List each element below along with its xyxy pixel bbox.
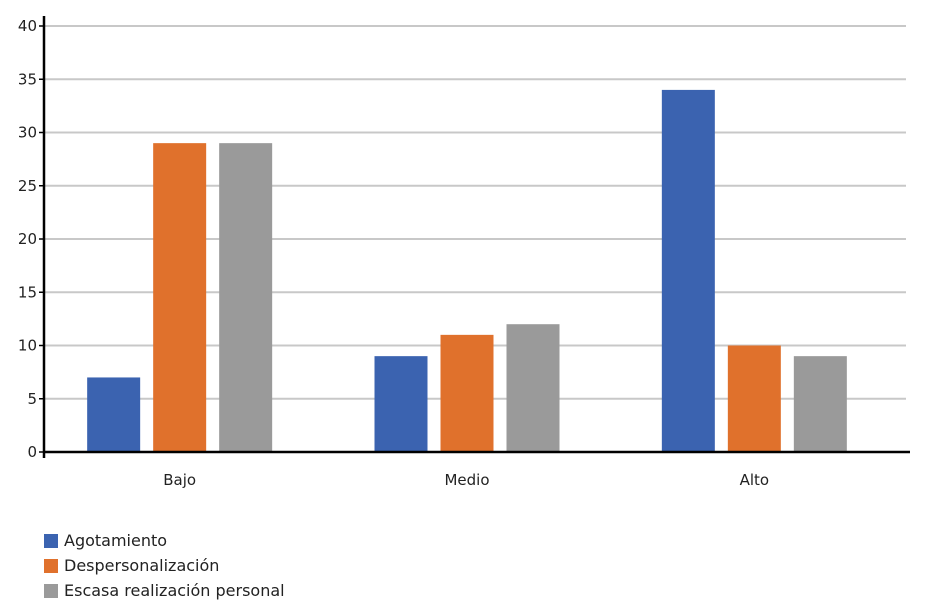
- bar-bajo-series-0: [87, 377, 141, 452]
- y-tick-label: 30: [18, 124, 37, 142]
- bar-medio-series-1: [440, 334, 494, 452]
- bar-bajo-series-1: [153, 143, 207, 452]
- y-tick-label: 40: [18, 17, 37, 35]
- legend-label: Despersonalización: [64, 556, 220, 575]
- legend-swatch: [44, 533, 58, 548]
- y-tick-label: 15: [18, 283, 37, 301]
- y-tick-label: 25: [18, 177, 37, 195]
- y-tick-label: 35: [18, 70, 37, 88]
- bar-bajo-series-2: [219, 143, 273, 452]
- labels-layer: 0 5 10 15 20 25 30 35 40 Bajo Medio Alto: [18, 17, 769, 489]
- x-category-label: Medio: [444, 471, 489, 489]
- y-tick-label: 20: [18, 230, 37, 248]
- y-tick-label: 5: [27, 390, 37, 408]
- y-tick-label: 0: [27, 443, 37, 461]
- bar-medio-series-2: [506, 324, 560, 452]
- bar-alto-series-0: [661, 89, 715, 453]
- bar-chart: 0 5 10 15 20 25 30 35 40 Bajo Medio Alto: [18, 16, 910, 489]
- legend-swatch: [44, 583, 58, 598]
- legend: Agotamiento Despersonalización Escasa real…: [44, 528, 285, 603]
- x-category-label: Alto: [740, 471, 770, 489]
- bar-alto-series-2: [793, 356, 847, 452]
- y-tick-label: 10: [18, 337, 37, 355]
- legend-item: Despersonalización: [44, 553, 285, 578]
- legend-swatch: [44, 558, 58, 573]
- legend-item: Escasa realización personal: [44, 578, 285, 603]
- legend-label: Agotamiento: [64, 531, 168, 550]
- bars-layer: [87, 89, 847, 453]
- legend-item: Agotamiento: [44, 528, 285, 553]
- legend-label: Escasa realización personal: [64, 581, 285, 600]
- axis-layer: [39, 16, 910, 458]
- bar-alto-series-1: [727, 345, 781, 452]
- bar-medio-series-0: [374, 356, 428, 452]
- x-category-label: Bajo: [163, 471, 196, 489]
